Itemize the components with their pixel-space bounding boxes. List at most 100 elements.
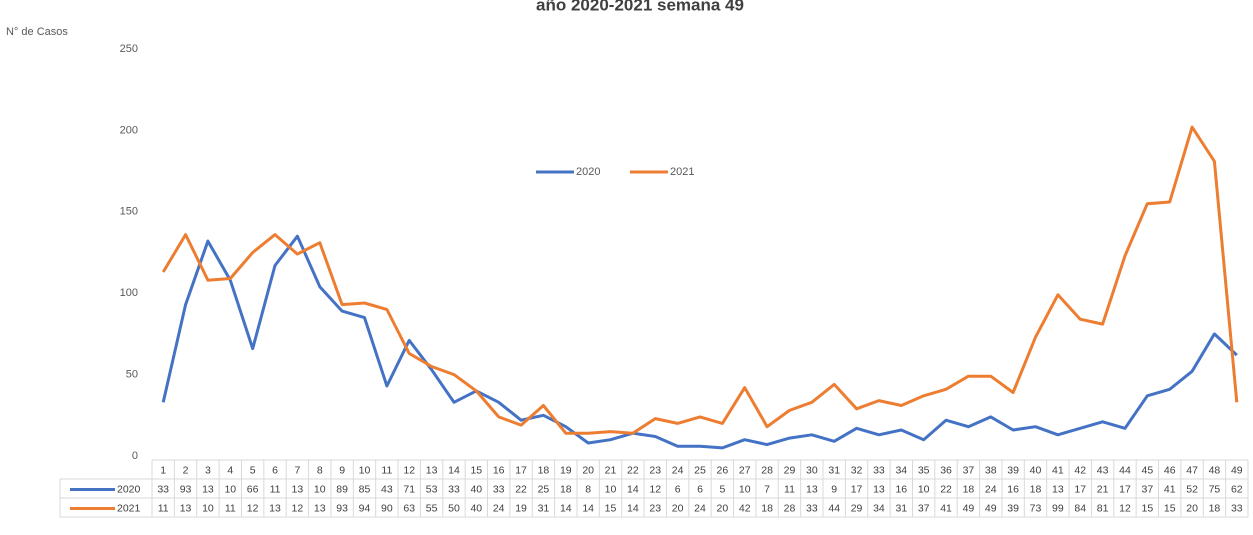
table-cell: 33 xyxy=(157,483,169,495)
x-tick-label: 5 xyxy=(250,464,256,476)
x-tick-label: 28 xyxy=(761,464,773,476)
x-tick-label: 8 xyxy=(317,464,323,476)
table-cell: 52 xyxy=(1186,483,1198,495)
table-cell: 18 xyxy=(963,483,975,495)
table-cell: 14 xyxy=(560,502,572,514)
x-tick-label: 14 xyxy=(448,464,460,476)
x-tick-label: 23 xyxy=(649,464,661,476)
table-cell: 29 xyxy=(851,502,863,514)
table-cell: 73 xyxy=(1030,502,1042,514)
table-cell: 17 xyxy=(851,483,863,495)
x-tick-label: 39 xyxy=(1007,464,1019,476)
table-cell: 10 xyxy=(605,483,617,495)
table-cell: 13 xyxy=(202,483,214,495)
table-cell: 15 xyxy=(1164,502,1176,514)
x-tick-label: 6 xyxy=(272,464,278,476)
table-cell: 10 xyxy=(739,483,751,495)
x-tick-label: 1 xyxy=(160,464,166,476)
table-cell: 6 xyxy=(697,483,703,495)
table-cell: 18 xyxy=(761,502,773,514)
table-cell: 43 xyxy=(381,483,393,495)
table-cell: 14 xyxy=(582,502,594,514)
x-tick-label: 26 xyxy=(717,464,729,476)
table-cell: 37 xyxy=(918,502,930,514)
x-tick-label: 29 xyxy=(784,464,796,476)
table-cell: 93 xyxy=(180,483,192,495)
x-tick-label: 4 xyxy=(227,464,233,476)
table-series-name: 2020 xyxy=(117,483,141,495)
table-cell: 13 xyxy=(180,502,192,514)
table-cell: 24 xyxy=(493,502,505,514)
y-tick-label: 0 xyxy=(132,450,138,462)
x-tick-label: 17 xyxy=(515,464,527,476)
legend-label: 2021 xyxy=(670,166,694,178)
table-cell: 13 xyxy=(806,483,818,495)
table-cell: 28 xyxy=(784,502,796,514)
table-cell: 31 xyxy=(895,502,907,514)
table-cell: 33 xyxy=(806,502,818,514)
table-cell: 14 xyxy=(627,502,639,514)
y-tick-label: 250 xyxy=(120,43,138,55)
y-tick-label: 200 xyxy=(120,124,138,136)
x-tick-label: 45 xyxy=(1142,464,1154,476)
table-cell: 24 xyxy=(985,483,997,495)
x-tick-label: 20 xyxy=(582,464,594,476)
table-cell: 7 xyxy=(764,483,770,495)
x-tick-label: 27 xyxy=(739,464,751,476)
table-cell: 13 xyxy=(269,502,281,514)
x-tick-label: 43 xyxy=(1097,464,1109,476)
table-cell: 40 xyxy=(470,483,482,495)
x-tick-label: 48 xyxy=(1209,464,1221,476)
x-tick-label: 30 xyxy=(806,464,818,476)
table-cell: 93 xyxy=(336,502,348,514)
table-cell: 16 xyxy=(895,483,907,495)
table-series-name: 2021 xyxy=(117,502,141,514)
table-cell: 24 xyxy=(694,502,706,514)
x-tick-label: 12 xyxy=(403,464,415,476)
table-cell: 33 xyxy=(493,483,505,495)
table-cell: 66 xyxy=(247,483,259,495)
x-tick-label: 16 xyxy=(493,464,505,476)
table-cell: 85 xyxy=(359,483,371,495)
x-tick-label: 38 xyxy=(985,464,997,476)
table-cell: 9 xyxy=(831,483,837,495)
table-cell: 40 xyxy=(470,502,482,514)
table-cell: 37 xyxy=(1142,483,1154,495)
table-cell: 12 xyxy=(292,502,304,514)
x-tick-label: 40 xyxy=(1030,464,1042,476)
y-axis-label: N° de Casos xyxy=(6,26,68,38)
table-cell: 13 xyxy=(314,502,326,514)
x-tick-label: 15 xyxy=(470,464,482,476)
table-cell: 25 xyxy=(538,483,550,495)
series-line xyxy=(161,234,1238,450)
table-cell: 84 xyxy=(1074,502,1086,514)
series-line xyxy=(161,125,1239,435)
table-cell: 50 xyxy=(448,502,460,514)
table-cell: 81 xyxy=(1097,502,1109,514)
x-tick-label: 21 xyxy=(605,464,617,476)
table-cell: 23 xyxy=(649,502,661,514)
table-cell: 22 xyxy=(515,483,527,495)
x-tick-label: 41 xyxy=(1052,464,1064,476)
table-cell: 53 xyxy=(426,483,438,495)
table-cell: 33 xyxy=(1231,502,1243,514)
table-cell: 20 xyxy=(672,502,684,514)
x-tick-label: 47 xyxy=(1186,464,1198,476)
table-cell: 12 xyxy=(1119,502,1131,514)
x-tick-label: 3 xyxy=(205,464,211,476)
table-cell: 6 xyxy=(675,483,681,495)
table-cell: 17 xyxy=(1119,483,1131,495)
x-tick-label: 11 xyxy=(381,464,392,476)
table-cell: 18 xyxy=(1030,483,1042,495)
x-tick-label: 9 xyxy=(339,464,345,476)
table-cell: 16 xyxy=(1007,483,1019,495)
table-cell: 90 xyxy=(381,502,393,514)
table-cell: 13 xyxy=(873,483,885,495)
table-cell: 18 xyxy=(560,483,572,495)
x-tick-label: 19 xyxy=(560,464,572,476)
x-tick-label: 34 xyxy=(895,464,907,476)
table-cell: 14 xyxy=(627,483,639,495)
table-cell: 13 xyxy=(1052,483,1064,495)
y-tick-label: 50 xyxy=(126,369,138,381)
table-cell: 11 xyxy=(225,502,236,514)
